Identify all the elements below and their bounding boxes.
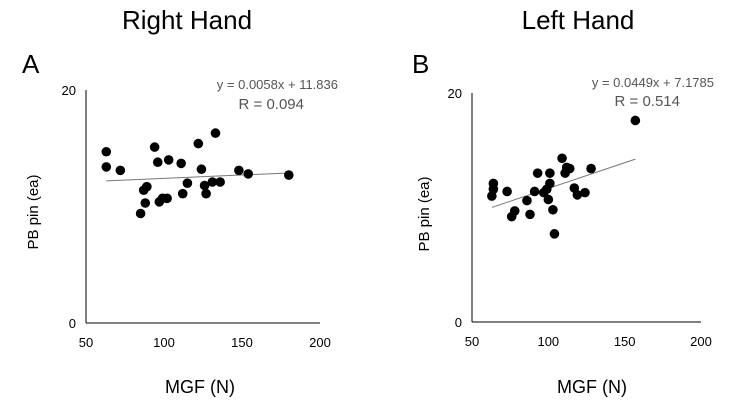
data-point — [215, 177, 225, 187]
correlation-label: R = 0.514 — [615, 93, 680, 110]
regression-equation: y = 0.0449x + 7.1785 — [592, 75, 714, 90]
regression-equation: y = 0.0058x + 11.836 — [217, 77, 338, 92]
x-tick-group: 50 100 150 200 — [465, 334, 712, 349]
data-point — [142, 181, 152, 192]
data-point — [243, 169, 254, 179]
panel-a: Right Hand A PB pin (ea) MGF (N) y = 0.0… — [22, 5, 338, 397]
data-point — [284, 170, 294, 180]
data-point — [549, 229, 560, 239]
data-point — [149, 142, 160, 152]
data-point — [199, 180, 210, 191]
data-point — [548, 204, 558, 215]
data-point — [545, 168, 555, 178]
data-point — [177, 188, 188, 199]
y-axis-label: PB pin (ea) — [25, 174, 42, 249]
data-point — [630, 115, 641, 126]
y-tick-group: 0 20 — [62, 83, 76, 331]
data-point — [193, 138, 204, 149]
data-point — [586, 163, 596, 174]
data-point — [580, 187, 590, 198]
y-tick-label: 0 — [69, 316, 76, 331]
x-tick-label: 50 — [79, 335, 93, 350]
y-tick-label: 0 — [455, 315, 462, 330]
data-point — [201, 188, 211, 199]
data-point — [545, 178, 555, 189]
x-tick-label: 150 — [231, 335, 253, 350]
y-tick-label: 20 — [448, 86, 462, 101]
data-point — [502, 186, 512, 197]
x-tick-label: 50 — [465, 334, 479, 349]
data-point — [163, 155, 174, 165]
x-tick-label: 100 — [537, 334, 559, 349]
data-point — [525, 209, 535, 220]
data-point — [152, 157, 163, 168]
chart-title: Right Hand — [122, 5, 252, 35]
data-point — [532, 168, 543, 178]
data-point — [557, 153, 567, 164]
trend-line — [491, 158, 636, 208]
data-point — [234, 165, 244, 176]
data-point — [182, 178, 193, 188]
x-tick-label: 200 — [690, 334, 712, 349]
data-point — [162, 193, 172, 204]
x-tick-label: 200 — [309, 335, 331, 350]
data-point — [488, 178, 499, 189]
data-point — [101, 146, 112, 157]
points-group — [101, 128, 294, 219]
x-tick-label: 150 — [614, 334, 636, 349]
data-point — [176, 158, 186, 169]
points-group — [487, 115, 641, 239]
correlation-label: R = 0.094 — [239, 96, 304, 113]
x-axis-label: MGF (N) — [165, 377, 235, 397]
data-point — [135, 208, 146, 219]
x-axis-label: MGF (N) — [557, 377, 627, 397]
data-point — [196, 164, 207, 175]
x-tick-label: 100 — [153, 335, 175, 350]
data-point — [564, 163, 575, 174]
panel-letter: B — [412, 49, 429, 79]
data-point — [522, 195, 532, 206]
data-point — [572, 190, 583, 200]
x-tick-group: 50 100 150 200 — [79, 335, 331, 350]
data-point — [207, 177, 218, 187]
data-point — [115, 165, 126, 176]
data-point — [529, 186, 540, 197]
data-point — [543, 194, 554, 205]
panel-letter: A — [22, 49, 40, 79]
y-tick-group: 0 20 — [448, 86, 462, 330]
panel-b: Left Hand B PB pin (ea) MGF (N) y = 0.04… — [412, 5, 714, 397]
data-point — [210, 128, 221, 138]
trend-line — [106, 172, 289, 182]
chart-title: Left Hand — [522, 5, 635, 35]
y-tick-label: 20 — [62, 83, 76, 98]
data-point — [101, 162, 112, 172]
y-axis-label: PB pin (ea) — [416, 176, 433, 251]
data-point — [140, 198, 151, 208]
data-point — [509, 206, 520, 216]
